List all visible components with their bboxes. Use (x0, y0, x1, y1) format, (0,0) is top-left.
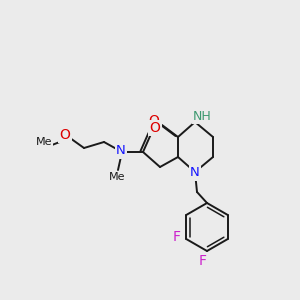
Text: O: O (150, 121, 160, 135)
Text: F: F (199, 254, 207, 268)
Text: F: F (172, 230, 180, 244)
Text: NH: NH (193, 110, 211, 122)
Text: N: N (190, 167, 200, 179)
Text: O: O (148, 114, 159, 128)
Text: N: N (116, 145, 126, 158)
Text: Me: Me (36, 137, 52, 147)
Text: O: O (60, 128, 70, 142)
Text: Me: Me (109, 172, 125, 182)
